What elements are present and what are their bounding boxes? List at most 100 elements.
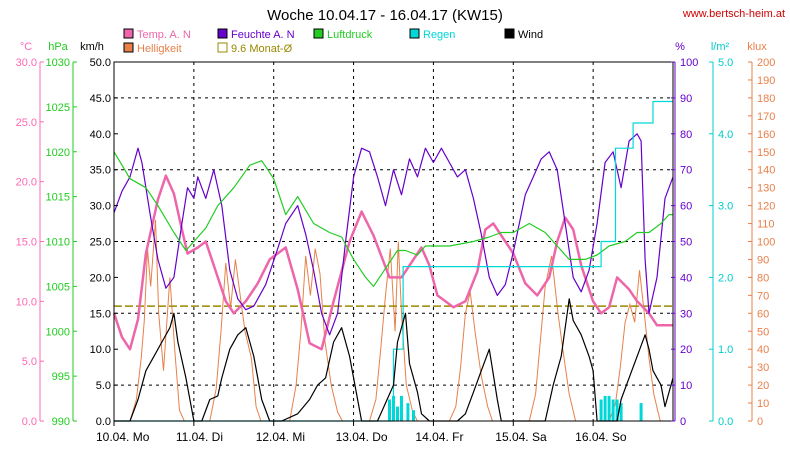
x-tick-label: 13.04. Do <box>336 430 388 444</box>
tick-label-hum: 20 <box>680 344 692 356</box>
legend-swatch <box>123 28 134 39</box>
tick-label-wind: 10.0 <box>90 344 111 356</box>
legend-swatch <box>504 28 515 39</box>
tick-label-hum: 100 <box>680 57 698 69</box>
source-label: www.bertsch-heim.at <box>682 8 785 20</box>
tick-label-lux: 40 <box>757 344 769 356</box>
axis-unit-wind: km/h <box>80 41 104 53</box>
x-tick-label: 11.04. Di <box>176 430 223 444</box>
tick-label-wind: 20.0 <box>90 272 111 284</box>
rain-interval-bar <box>615 399 619 421</box>
tick-label-lux: 60 <box>757 308 769 320</box>
rain-interval-bar <box>611 399 615 421</box>
rain-interval-bar <box>599 399 603 421</box>
tick-label-hum: 60 <box>680 201 692 213</box>
tick-label-temp: 25.0 <box>16 117 37 129</box>
series-line-luftdruck <box>113 151 673 287</box>
tick-label-rain: 3.0 <box>718 201 733 213</box>
tick-label-lux: 20 <box>757 380 769 392</box>
rain-interval-bar <box>607 395 611 421</box>
tick-label-wind: 0.0 <box>96 416 111 428</box>
tick-label-press: 1025 <box>46 102 70 114</box>
legend-swatch <box>217 28 228 39</box>
tick-label-rain: 5.0 <box>718 57 733 69</box>
x-tick-label: 10.04. Mo <box>96 430 150 444</box>
x-tick-label: 16.04. So <box>575 430 627 444</box>
legend-label: Wind <box>518 29 543 41</box>
tick-label-press: 1000 <box>46 326 70 338</box>
tick-label-press: 995 <box>52 371 70 383</box>
axis-unit-temp: °C <box>20 41 32 53</box>
axis-units: °C hPa km/h% l/m² klux <box>20 41 767 53</box>
tick-label-wind: 40.0 <box>90 129 111 141</box>
grid <box>114 62 673 421</box>
tick-label-lux: 90 <box>757 254 769 266</box>
tick-label-lux: 200 <box>757 57 775 69</box>
rain-interval-bar <box>406 403 410 421</box>
tick-label-press: 1005 <box>46 281 70 293</box>
tick-label-press: 1015 <box>46 192 70 204</box>
tick-label-hum: 0 <box>680 416 686 428</box>
tick-label-rain: 0.0 <box>718 416 733 428</box>
tick-label-lux: 190 <box>757 75 775 87</box>
tick-label-hum: 30 <box>680 308 692 320</box>
axis-unit-press: hPa <box>48 41 68 53</box>
rain-interval-bar <box>412 410 415 421</box>
x-tick-label: 14.04. Fr <box>415 430 463 444</box>
legend-swatch <box>123 42 134 53</box>
legend: Temp. A. N Feuchte A. N Luftdruck Regen Wind… <box>123 28 543 55</box>
tick-label-wind: 5.0 <box>96 380 111 392</box>
tick-label-lux: 110 <box>757 219 775 231</box>
legend-label: Feuchte A. N <box>231 29 295 41</box>
legend-label: Helligkeit <box>137 43 182 55</box>
series-line-feuchte-a-n <box>113 133 674 336</box>
plot-area <box>112 100 674 422</box>
tick-label-hum: 40 <box>680 272 692 284</box>
tick-label-lux: 100 <box>757 237 775 249</box>
tick-label-lux: 130 <box>757 183 775 195</box>
tick-label-temp: 0.0 <box>22 416 37 428</box>
tick-label-hum: 50 <box>680 237 692 249</box>
tick-label-press: 1030 <box>46 57 70 69</box>
tick-label-hum: 70 <box>680 165 692 177</box>
legend-label: Regen <box>423 29 455 41</box>
legend-swatch <box>217 42 228 53</box>
tick-label-wind: 45.0 <box>90 93 111 105</box>
tick-label-wind: 25.0 <box>90 237 111 249</box>
tick-label-rain: 2.0 <box>718 272 733 284</box>
rain-interval-bar <box>603 395 607 421</box>
legend-label: Temp. A. N <box>137 29 191 41</box>
tick-label-press: 990 <box>52 416 70 428</box>
rain-interval-bar <box>388 399 391 421</box>
tick-label-wind: 50.0 <box>90 57 111 69</box>
tick-label-hum: 10 <box>680 380 692 392</box>
tick-label-press: 1010 <box>46 237 70 249</box>
series-helligkeit-line <box>114 219 673 422</box>
tick-label-lux: 30 <box>757 362 769 374</box>
rain-interval-bar <box>639 403 643 421</box>
tick-label-lux: 160 <box>757 129 775 141</box>
tick-label-lux: 170 <box>757 111 775 123</box>
tick-label-temp: 30.0 <box>16 57 37 69</box>
legend-label: Luftdruck <box>327 29 373 41</box>
tick-label-wind: 35.0 <box>90 165 111 177</box>
tick-label-rain: 1.0 <box>718 344 733 356</box>
left-axes: 0.0 5.0 10.0 15.0 20.0 25.0 30.0 990 995 1000 1005… <box>16 57 118 428</box>
x-axis: 10.04. Mo 11.04. Di 12.04. Mi 13.04. Do 14.0… <box>96 421 627 444</box>
tick-label-wind: 30.0 <box>90 201 111 213</box>
legend-swatch <box>313 28 324 39</box>
tick-label-temp: 5.0 <box>22 356 37 368</box>
x-tick-label: 15.04. Sa <box>495 430 547 444</box>
x-tick-label: 12.04. Mi <box>256 430 305 444</box>
tick-label-lux: 50 <box>757 326 769 338</box>
rain-interval-bar <box>396 406 399 421</box>
tick-label-lux: 80 <box>757 272 769 284</box>
right-axes: 01020304050607080901000.01.02.03.04.05.0… <box>671 57 775 428</box>
axis-unit-hum: % <box>675 41 685 53</box>
tick-label-hum: 80 <box>680 129 692 141</box>
series-line-regen <box>114 100 673 422</box>
tick-label-lux: 180 <box>757 93 775 105</box>
tick-label-temp: 10.0 <box>16 296 37 308</box>
